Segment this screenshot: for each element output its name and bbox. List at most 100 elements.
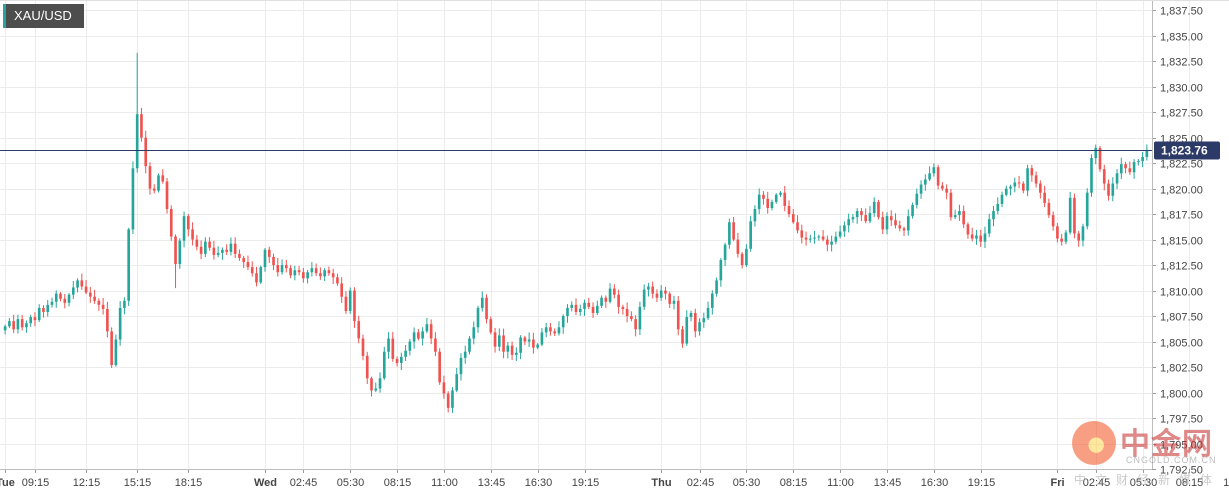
candle (766, 191, 770, 214)
candle-body (745, 248, 748, 266)
candle-body (314, 268, 318, 274)
candle (114, 334, 118, 367)
candle-body (1009, 186, 1012, 189)
candle-body (770, 201, 774, 208)
candle-body (297, 270, 301, 273)
candle (732, 217, 735, 242)
candle (659, 285, 663, 301)
candle (336, 273, 339, 286)
candle-body (817, 236, 821, 238)
candle-body (1013, 182, 1017, 187)
candle-body (544, 327, 548, 333)
candle (327, 266, 331, 276)
x-tick-label: 02:45 (290, 477, 318, 489)
x-tick-label: 19:15 (572, 477, 600, 489)
candle-body (1102, 169, 1106, 184)
candle (1056, 222, 1059, 243)
candle (860, 208, 863, 222)
candle-body (821, 236, 825, 240)
candle-body (1043, 192, 1046, 203)
candle-body (336, 277, 339, 284)
candle (1022, 181, 1025, 194)
candle-body (651, 286, 655, 294)
candle (536, 343, 539, 350)
candle-body (344, 296, 348, 311)
candle-body (233, 243, 237, 254)
candle-body (1017, 182, 1021, 184)
candle (561, 314, 565, 334)
candle-body (1000, 194, 1004, 204)
candle (246, 255, 250, 271)
candle (493, 327, 497, 353)
candle (182, 211, 186, 248)
candle-body (459, 357, 463, 375)
candle (941, 182, 944, 191)
candle (480, 291, 484, 312)
candle-body (204, 241, 207, 254)
candle (553, 328, 557, 337)
candle (12, 314, 15, 334)
candle (838, 225, 842, 239)
candle (574, 298, 578, 316)
candle (1077, 230, 1081, 247)
candle-body (485, 297, 488, 320)
y-tick-label: 1,812.50 (1160, 261, 1203, 273)
candle-body (591, 306, 595, 314)
candle-body (378, 378, 382, 389)
candle-body (400, 356, 403, 363)
candle-body (157, 175, 160, 191)
candle-body (1047, 202, 1051, 216)
y-tick-label: 1,795.00 (1160, 440, 1203, 452)
candle-body (259, 267, 263, 283)
candle (123, 297, 126, 315)
candle-body (1030, 168, 1034, 176)
candle-body (161, 175, 165, 182)
candle-body (634, 319, 637, 330)
candle (583, 299, 586, 316)
candle-body (1039, 183, 1042, 193)
candle-body (59, 293, 62, 299)
candle (455, 367, 459, 393)
candle-body (706, 307, 710, 319)
candle-body (123, 300, 126, 308)
candle-body (864, 215, 868, 222)
candle-body (382, 351, 386, 379)
y-tick-label: 1,830.00 (1160, 83, 1203, 95)
candle-body (698, 322, 701, 332)
watermark: 中金网 CNGOLD.COM.CN 中文财经新媒体 (1072, 419, 1222, 491)
candle (757, 188, 761, 215)
candle (515, 347, 518, 362)
symbol-badge[interactable]: XAU/USD (3, 4, 84, 28)
x-tick-label: Tue (0, 477, 15, 489)
candle-body (872, 201, 876, 214)
candle (468, 336, 471, 355)
candle (813, 230, 816, 244)
candle-body (302, 272, 305, 279)
candle (855, 208, 859, 224)
candle (1004, 185, 1008, 197)
candle (1107, 179, 1110, 201)
candle (604, 295, 608, 308)
candle-body (191, 229, 194, 240)
candle (527, 332, 531, 347)
candle (310, 262, 314, 277)
candle-body (1107, 183, 1110, 196)
candle-body (37, 307, 41, 321)
candle-body (1128, 168, 1132, 173)
candle (293, 265, 297, 281)
candle (408, 338, 412, 356)
candle-body (647, 286, 650, 290)
candle (851, 214, 855, 223)
candle (966, 222, 970, 239)
candle (497, 328, 501, 352)
x-tick-label: 12:15 (73, 477, 101, 489)
candle (263, 248, 267, 272)
candle (314, 263, 318, 276)
candle-body (693, 313, 697, 332)
candle (25, 320, 28, 333)
candle (204, 237, 207, 258)
candle (549, 322, 552, 336)
candle-body (1004, 188, 1008, 195)
